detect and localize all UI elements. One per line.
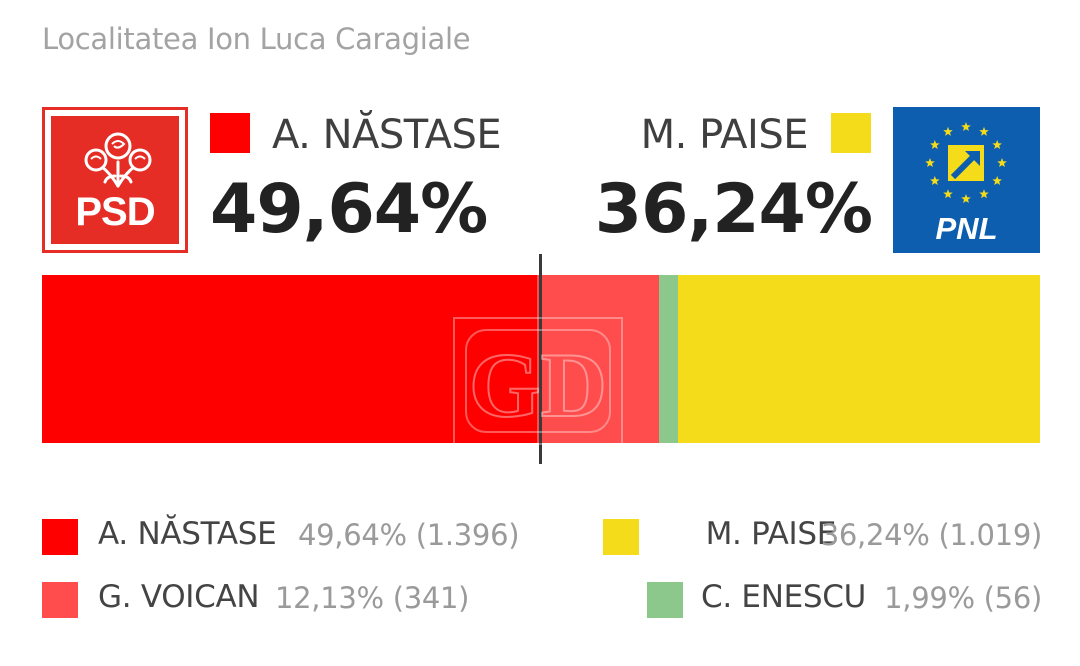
legend-swatch-g-voican [42, 582, 78, 618]
legend-swatch-c-enescu [647, 582, 683, 618]
legend-label-m-paise: M. PAISE [705, 516, 837, 552]
pnl-logo: PNL [893, 107, 1040, 253]
star-icon [979, 189, 989, 199]
legend-value-m-paise: 36,24% (1.019) [820, 518, 1043, 552]
star-icon [930, 140, 940, 149]
legend-swatch-m-paise [603, 519, 639, 555]
star-icon [925, 158, 935, 167]
left-candidate-percent: 49,64% [210, 170, 488, 249]
star-icon [943, 126, 953, 136]
legend-value-c-enescu: 1,99% (56) [884, 581, 1042, 615]
legend-value-a-n-stase: 49,64% (1.396) [298, 518, 520, 552]
star-icon [997, 158, 1007, 167]
star-icon [943, 189, 953, 199]
bar-segment-g-voican [537, 275, 659, 443]
bar-segment-c-enescu [658, 275, 679, 443]
pnl-logo-text: PNL [935, 211, 998, 246]
right-candidate-swatch [831, 113, 871, 153]
rose-icon [84, 132, 152, 188]
legend-label-c-enescu: C. ENESCU [700, 579, 866, 615]
star-icon [979, 126, 989, 136]
star-icon [992, 140, 1002, 149]
eu-stars-arrow-icon [925, 122, 1007, 203]
legend-label-a-n-stase: A. NĂSTASE [98, 516, 277, 552]
left-candidate-name: A. NĂSTASE [272, 112, 502, 158]
legend-value-g-voican: 12,13% (341) [275, 581, 470, 615]
bar-segment-a-n-stase [42, 275, 538, 443]
star-icon [961, 194, 971, 203]
legend-swatch-a-n-stase [42, 519, 78, 555]
legend-label-g-voican: G. VOICAN [98, 579, 260, 615]
right-candidate-name: M. PAISE [640, 112, 809, 158]
chart-title: Localitatea Ion Luca Caragiale [42, 22, 471, 56]
psd-logo: PSD [42, 107, 188, 253]
star-icon [992, 176, 1002, 185]
left-candidate-swatch [210, 113, 250, 153]
bar-segment-m-paise [678, 275, 1041, 443]
star-icon [961, 122, 971, 131]
psd-logo-text: PSD [75, 190, 155, 234]
star-icon [930, 176, 940, 185]
majority-midline [539, 254, 542, 464]
right-candidate-percent: 36,24% [594, 170, 873, 249]
